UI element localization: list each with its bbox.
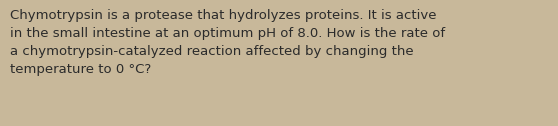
Text: Chymotrypsin is a protease that hydrolyzes proteins. It is active
in the small i: Chymotrypsin is a protease that hydrolyz… <box>10 9 445 76</box>
